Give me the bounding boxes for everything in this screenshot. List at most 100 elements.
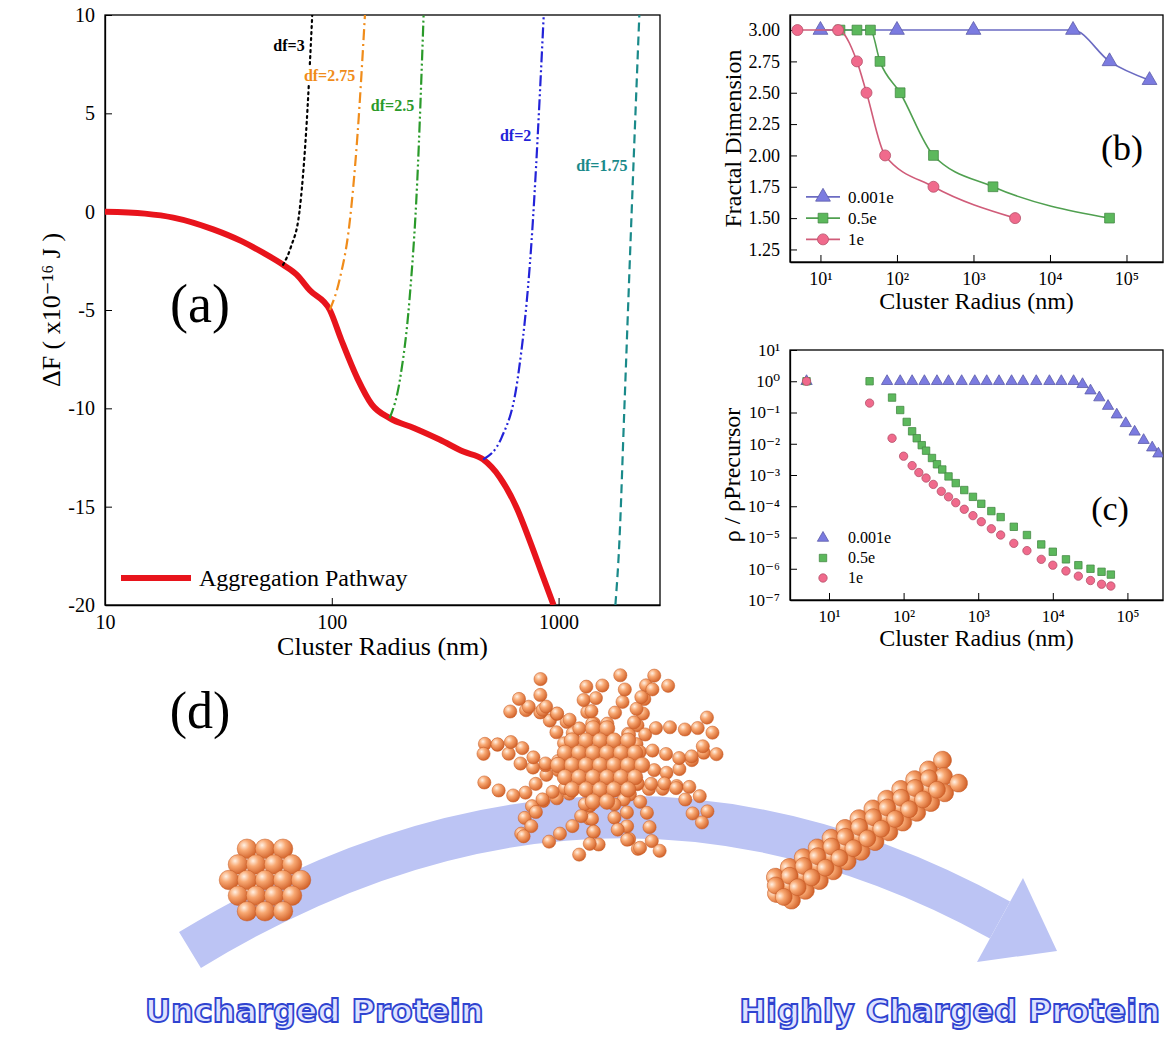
tick-label: 10 bbox=[75, 4, 95, 26]
protein-sphere bbox=[616, 695, 629, 708]
protein-sphere bbox=[580, 680, 593, 693]
tick-mark bbox=[790, 413, 797, 414]
tick-mark bbox=[790, 218, 797, 219]
legend-marker bbox=[817, 531, 828, 541]
data-point bbox=[937, 487, 945, 495]
tick: 10⁻³ bbox=[749, 466, 797, 485]
tick-mark bbox=[105, 15, 112, 16]
legend-label: Aggregation Pathway bbox=[199, 565, 408, 591]
panel-label: (c) bbox=[1091, 490, 1129, 528]
data-point bbox=[987, 525, 995, 533]
data-point bbox=[1049, 548, 1056, 555]
data-point bbox=[881, 375, 892, 385]
data-point bbox=[1111, 408, 1122, 418]
tick: 1.50 bbox=[749, 208, 798, 228]
legend-marker bbox=[819, 554, 826, 561]
tick: -5 bbox=[78, 299, 112, 321]
data-point bbox=[1120, 417, 1131, 427]
data-point bbox=[1094, 391, 1105, 401]
data-point bbox=[1102, 53, 1117, 66]
series-label: df=1.75 bbox=[576, 157, 627, 174]
x-axis: 101001000 bbox=[96, 598, 661, 633]
data-point bbox=[969, 493, 976, 500]
tick-label: 10³ bbox=[962, 269, 986, 289]
protein-sphere bbox=[925, 778, 949, 802]
tick-mark bbox=[790, 538, 797, 539]
tick: -20 bbox=[68, 594, 112, 616]
tick-label: -5 bbox=[78, 299, 95, 321]
tick: 10⁰ bbox=[756, 372, 797, 391]
data-point bbox=[888, 434, 896, 442]
data-point bbox=[1066, 21, 1081, 34]
data-point bbox=[1017, 375, 1028, 385]
pathway-arrowhead bbox=[977, 878, 1057, 962]
protein-sphere bbox=[673, 751, 686, 764]
chart-panel: 10¹10²10³10⁴10⁵10¹10⁰10⁻¹10⁻²10⁻³10⁻⁴10⁻… bbox=[719, 341, 1164, 652]
panel-label: (d) bbox=[170, 682, 231, 740]
data-point bbox=[939, 466, 946, 473]
data-point bbox=[1056, 375, 1067, 385]
tick-mark bbox=[973, 255, 974, 262]
data-point bbox=[960, 505, 968, 513]
legend-label: 0.001e bbox=[848, 529, 891, 546]
data-point bbox=[1087, 565, 1094, 572]
data-point bbox=[952, 499, 960, 507]
tick: 10⁵ bbox=[1115, 255, 1139, 289]
axis-line bbox=[791, 262, 1164, 263]
protein-sphere bbox=[573, 848, 586, 861]
data-point bbox=[922, 447, 929, 454]
tick-mark bbox=[790, 124, 797, 125]
data-point bbox=[1049, 561, 1057, 569]
data-point bbox=[1077, 378, 1088, 388]
protein-sphere bbox=[492, 784, 505, 797]
pathway-arrow bbox=[190, 817, 1000, 950]
axis-line bbox=[790, 16, 791, 263]
protein-sphere bbox=[669, 781, 682, 794]
protein-sphere bbox=[618, 683, 631, 696]
tick-label: 10⁻³ bbox=[749, 466, 780, 485]
tick: 10⁴ bbox=[1038, 255, 1062, 289]
plot-frame bbox=[790, 15, 1163, 262]
tick-label: 100 bbox=[317, 611, 347, 633]
tick-label: 1.25 bbox=[749, 240, 781, 260]
protein-sphere bbox=[646, 744, 659, 757]
legend-marker bbox=[819, 574, 827, 582]
tick: 10¹ bbox=[809, 255, 832, 289]
protein-sphere bbox=[550, 726, 563, 739]
protein-sphere bbox=[255, 901, 275, 921]
data-point bbox=[919, 375, 930, 385]
data-point bbox=[969, 375, 980, 385]
tick: 10¹ bbox=[758, 341, 797, 360]
data-point bbox=[1138, 434, 1149, 444]
compact-cluster bbox=[219, 839, 311, 921]
data-point bbox=[1010, 213, 1021, 224]
legend: 0.001e0.5e1e bbox=[817, 529, 891, 586]
protein-sphere bbox=[539, 700, 552, 713]
legend-label: 1e bbox=[848, 230, 864, 249]
data-point bbox=[1098, 568, 1105, 575]
data-point bbox=[945, 473, 952, 480]
data-point bbox=[997, 513, 1004, 520]
series-labels: df=3df=2.75df=2.5df=2df=1.75 bbox=[271, 36, 629, 175]
x-axis: 10¹ 10² 10³ 10⁴ 10⁵ bbox=[791, 255, 1164, 289]
protein-sphere bbox=[534, 672, 547, 685]
data-point bbox=[899, 452, 907, 460]
protein-sphere bbox=[502, 747, 515, 760]
data-point bbox=[1105, 213, 1115, 223]
data-point bbox=[1010, 523, 1017, 530]
data-point bbox=[833, 25, 844, 36]
figure: 1010010001050-5-10-15-20Cluster Radius (… bbox=[0, 0, 1176, 1045]
tick-mark bbox=[790, 93, 797, 94]
tick-mark bbox=[1126, 255, 1127, 262]
chart-panel: 1010010001050-5-10-15-20Cluster Radius (… bbox=[37, 4, 660, 661]
tick: 10⁻⁷ bbox=[748, 591, 797, 610]
data-point bbox=[978, 500, 985, 507]
tick-label: 1.50 bbox=[749, 208, 781, 228]
series-line bbox=[105, 212, 554, 605]
data-point bbox=[1006, 375, 1017, 385]
protein-sphere bbox=[563, 713, 576, 726]
data-point bbox=[915, 468, 923, 476]
legend-marker bbox=[818, 234, 829, 245]
tick-label: 10² bbox=[886, 269, 909, 289]
tick-mark bbox=[790, 600, 797, 601]
